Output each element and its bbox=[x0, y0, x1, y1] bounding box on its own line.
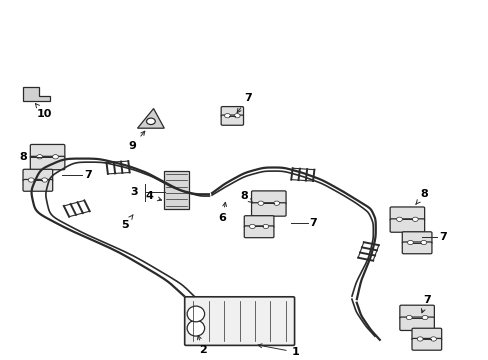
Text: 7: 7 bbox=[309, 218, 317, 228]
Circle shape bbox=[420, 240, 426, 245]
FancyBboxPatch shape bbox=[402, 242, 431, 254]
Circle shape bbox=[28, 178, 34, 182]
Circle shape bbox=[258, 201, 264, 205]
FancyBboxPatch shape bbox=[389, 219, 424, 232]
Circle shape bbox=[52, 155, 58, 159]
Circle shape bbox=[411, 217, 417, 221]
Polygon shape bbox=[137, 109, 164, 128]
Circle shape bbox=[406, 315, 411, 320]
FancyBboxPatch shape bbox=[23, 169, 53, 181]
Circle shape bbox=[146, 118, 155, 125]
Circle shape bbox=[430, 337, 436, 341]
Text: 2: 2 bbox=[197, 336, 206, 355]
FancyBboxPatch shape bbox=[411, 338, 441, 350]
FancyBboxPatch shape bbox=[244, 216, 273, 228]
FancyBboxPatch shape bbox=[411, 328, 441, 340]
FancyBboxPatch shape bbox=[244, 226, 273, 238]
FancyBboxPatch shape bbox=[30, 156, 65, 170]
FancyBboxPatch shape bbox=[23, 179, 53, 191]
FancyBboxPatch shape bbox=[389, 207, 424, 220]
Text: 3: 3 bbox=[130, 188, 138, 198]
FancyBboxPatch shape bbox=[251, 191, 285, 204]
Circle shape bbox=[263, 224, 268, 229]
Ellipse shape bbox=[187, 306, 204, 322]
Text: 7: 7 bbox=[237, 93, 252, 113]
Text: 7: 7 bbox=[84, 170, 92, 180]
Circle shape bbox=[224, 113, 230, 118]
FancyBboxPatch shape bbox=[399, 317, 433, 330]
FancyBboxPatch shape bbox=[221, 107, 243, 117]
Text: 6: 6 bbox=[218, 202, 226, 222]
Circle shape bbox=[41, 178, 47, 182]
Text: 8: 8 bbox=[240, 191, 252, 203]
Text: 9: 9 bbox=[128, 131, 144, 151]
Text: 7: 7 bbox=[421, 295, 430, 313]
FancyBboxPatch shape bbox=[221, 115, 243, 125]
Text: 4: 4 bbox=[145, 191, 161, 201]
Circle shape bbox=[396, 217, 402, 221]
Circle shape bbox=[407, 240, 412, 245]
FancyBboxPatch shape bbox=[164, 171, 188, 208]
Circle shape bbox=[249, 224, 255, 229]
Text: 8: 8 bbox=[415, 189, 427, 204]
Circle shape bbox=[421, 315, 427, 320]
FancyBboxPatch shape bbox=[251, 203, 285, 216]
Text: 5: 5 bbox=[122, 215, 133, 230]
FancyBboxPatch shape bbox=[402, 232, 431, 244]
Polygon shape bbox=[23, 87, 50, 102]
Text: 7: 7 bbox=[438, 232, 446, 242]
FancyBboxPatch shape bbox=[184, 297, 294, 345]
Text: 10: 10 bbox=[35, 104, 52, 119]
Text: 1: 1 bbox=[258, 344, 299, 357]
FancyBboxPatch shape bbox=[399, 305, 433, 319]
Circle shape bbox=[37, 155, 42, 159]
Text: 8: 8 bbox=[19, 152, 27, 162]
Ellipse shape bbox=[187, 320, 204, 336]
Circle shape bbox=[273, 201, 279, 205]
Circle shape bbox=[416, 337, 422, 341]
Circle shape bbox=[234, 113, 240, 118]
FancyBboxPatch shape bbox=[30, 144, 65, 158]
